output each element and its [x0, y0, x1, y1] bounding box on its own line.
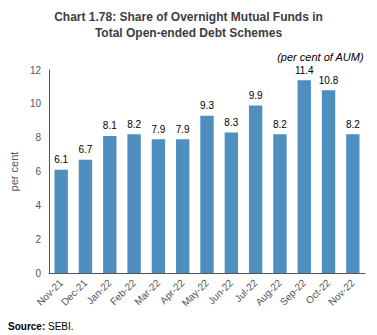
svg-text:(per cent of AUM): (per cent of AUM) [277, 51, 364, 63]
svg-text:4: 4 [35, 200, 41, 211]
svg-text:8.2: 8.2 [273, 119, 287, 130]
svg-text:9.9: 9.9 [249, 90, 263, 101]
svg-text:Feb-22: Feb-22 [108, 277, 138, 307]
svg-text:6: 6 [35, 166, 41, 177]
svg-text:0: 0 [35, 268, 41, 279]
svg-text:Apr-22: Apr-22 [157, 277, 187, 307]
svg-text:Nov-22: Nov-22 [326, 277, 357, 308]
svg-text:10.8: 10.8 [319, 75, 339, 86]
svg-text:Jan-22: Jan-22 [84, 277, 114, 307]
svg-text:10: 10 [30, 98, 42, 109]
svg-text:SEBI.: SEBI. [48, 321, 74, 332]
svg-text:11.4: 11.4 [295, 65, 314, 76]
svg-text:May-22: May-22 [180, 277, 212, 309]
svg-text:7.9: 7.9 [151, 124, 165, 135]
svg-text:2: 2 [35, 234, 41, 245]
svg-text:Mar-22: Mar-22 [132, 277, 162, 307]
svg-text:8.2: 8.2 [346, 119, 360, 130]
svg-text:8.3: 8.3 [224, 117, 238, 128]
svg-text:7.9: 7.9 [176, 124, 190, 135]
svg-text:8.2: 8.2 [127, 119, 141, 130]
svg-text:8: 8 [35, 132, 41, 143]
svg-text:Jun-22: Jun-22 [206, 277, 236, 307]
svg-text:Total Open-ended Debt Schemes: Total Open-ended Debt Schemes [95, 26, 282, 40]
svg-text:9.3: 9.3 [200, 100, 214, 111]
svg-text:Dec-21: Dec-21 [59, 277, 90, 308]
svg-text:Aug-22: Aug-22 [253, 277, 284, 308]
svg-text:6.1: 6.1 [54, 154, 68, 165]
svg-text:8.1: 8.1 [103, 120, 117, 131]
svg-text:Chart 1.78: Share of Overnight: Chart 1.78: Share of Overnight Mutual Fu… [54, 10, 323, 24]
svg-text:Jul-22: Jul-22 [232, 277, 260, 305]
svg-text:Oct-22: Oct-22 [303, 277, 333, 307]
svg-text:Nov-21: Nov-21 [34, 277, 66, 308]
svg-text:per cent: per cent [8, 152, 20, 192]
svg-text:12: 12 [30, 65, 42, 76]
svg-text:Sep-22: Sep-22 [278, 277, 309, 308]
svg-text:6.7: 6.7 [79, 144, 93, 155]
svg-text:Source:: Source: [8, 321, 45, 332]
